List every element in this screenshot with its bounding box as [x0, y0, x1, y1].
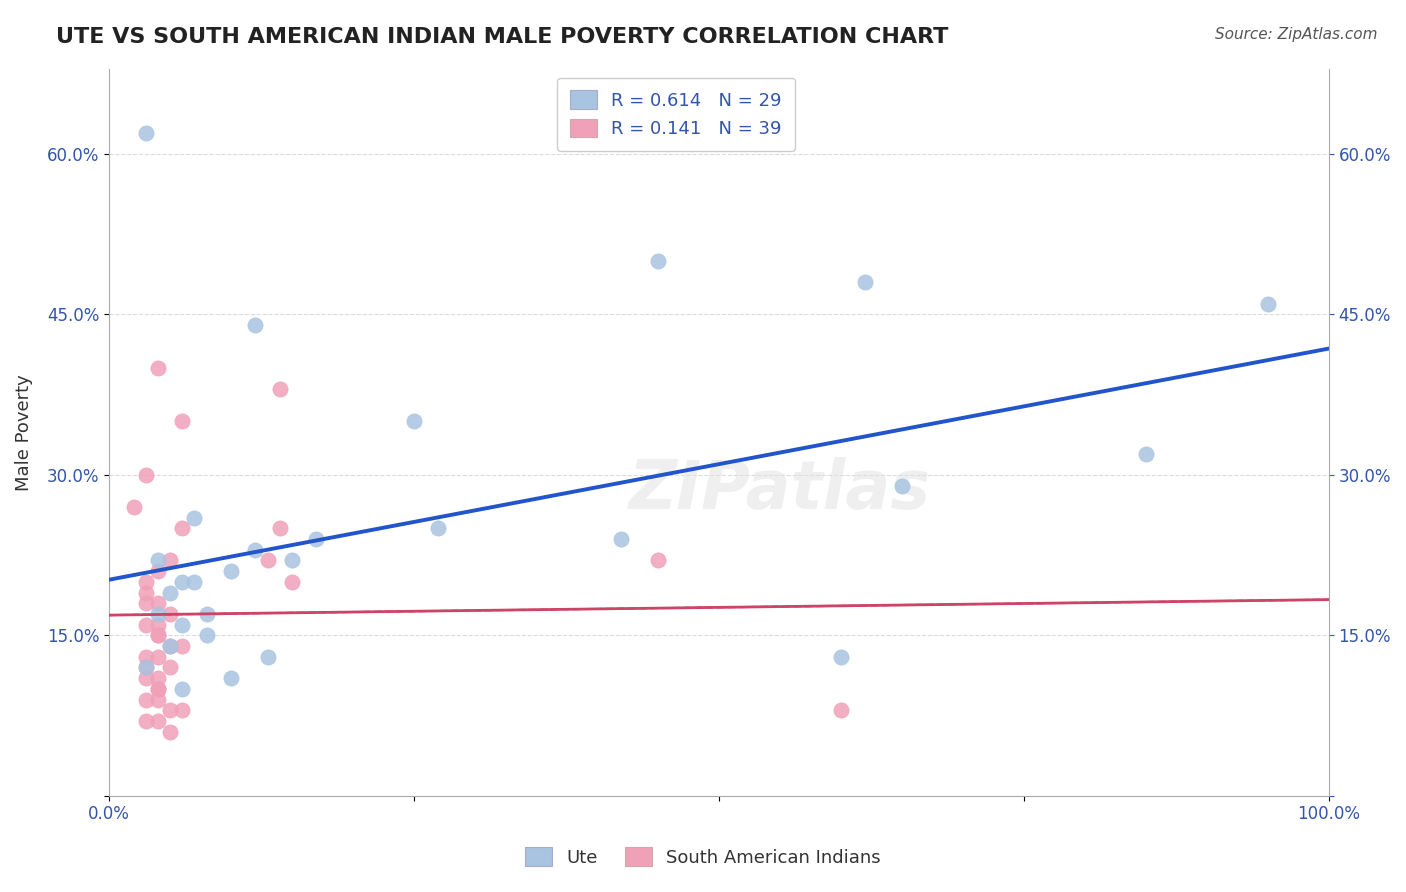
Point: [146, 617, 169, 632]
Point: [172, 639, 194, 653]
Point: [135, 649, 157, 664]
Point: [135, 617, 157, 632]
Point: [183, 510, 205, 524]
Point: [135, 692, 157, 706]
Point: [159, 703, 181, 717]
Point: [159, 660, 181, 674]
Point: [890, 478, 912, 492]
Point: [269, 521, 291, 535]
Point: [281, 574, 304, 589]
Point: [1135, 446, 1157, 460]
Point: [269, 383, 291, 397]
Point: [146, 607, 169, 621]
Point: [135, 660, 157, 674]
Point: [146, 681, 169, 696]
Point: [281, 553, 304, 567]
Point: [256, 649, 278, 664]
Point: [146, 553, 169, 567]
Point: [256, 553, 278, 567]
Point: [146, 649, 169, 664]
Point: [245, 318, 267, 333]
Point: [159, 585, 181, 599]
Point: [1257, 297, 1279, 311]
Point: [146, 361, 169, 376]
Point: [830, 649, 852, 664]
Point: [146, 596, 169, 610]
Point: [135, 714, 157, 728]
Point: [305, 532, 328, 546]
Point: [135, 596, 157, 610]
Point: [122, 500, 145, 514]
Point: [647, 254, 669, 268]
Point: [135, 467, 157, 482]
Point: [146, 692, 169, 706]
Point: [183, 574, 205, 589]
Point: [219, 671, 242, 685]
Legend: R = 0.614   N = 29, R = 0.141   N = 39: R = 0.614 N = 29, R = 0.141 N = 39: [557, 78, 794, 151]
Point: [853, 276, 876, 290]
Text: UTE VS SOUTH AMERICAN INDIAN MALE POVERTY CORRELATION CHART: UTE VS SOUTH AMERICAN INDIAN MALE POVERT…: [56, 27, 949, 46]
Text: Source: ZipAtlas.com: Source: ZipAtlas.com: [1215, 27, 1378, 42]
Point: [219, 564, 242, 578]
Point: [159, 724, 181, 739]
Point: [245, 542, 267, 557]
Point: [146, 628, 169, 642]
Point: [159, 607, 181, 621]
Point: [172, 521, 194, 535]
Point: [427, 521, 450, 535]
Point: [610, 532, 633, 546]
Legend: Ute, South American Indians: Ute, South American Indians: [517, 840, 889, 874]
Point: [647, 553, 669, 567]
Point: [135, 585, 157, 599]
Point: [135, 574, 157, 589]
Point: [135, 671, 157, 685]
Point: [172, 617, 194, 632]
Point: [146, 681, 169, 696]
Point: [172, 574, 194, 589]
Point: [172, 681, 194, 696]
Point: [159, 639, 181, 653]
Point: [146, 564, 169, 578]
Point: [195, 607, 218, 621]
Point: [135, 126, 157, 140]
Point: [159, 639, 181, 653]
Point: [146, 714, 169, 728]
Point: [135, 660, 157, 674]
Point: [146, 628, 169, 642]
Point: [172, 703, 194, 717]
Point: [195, 628, 218, 642]
Point: [830, 703, 852, 717]
Point: [146, 671, 169, 685]
Text: ZIPatlas: ZIPatlas: [628, 458, 931, 524]
Point: [159, 553, 181, 567]
Y-axis label: Male Poverty: Male Poverty: [15, 374, 32, 491]
Point: [172, 414, 194, 428]
Point: [402, 414, 425, 428]
